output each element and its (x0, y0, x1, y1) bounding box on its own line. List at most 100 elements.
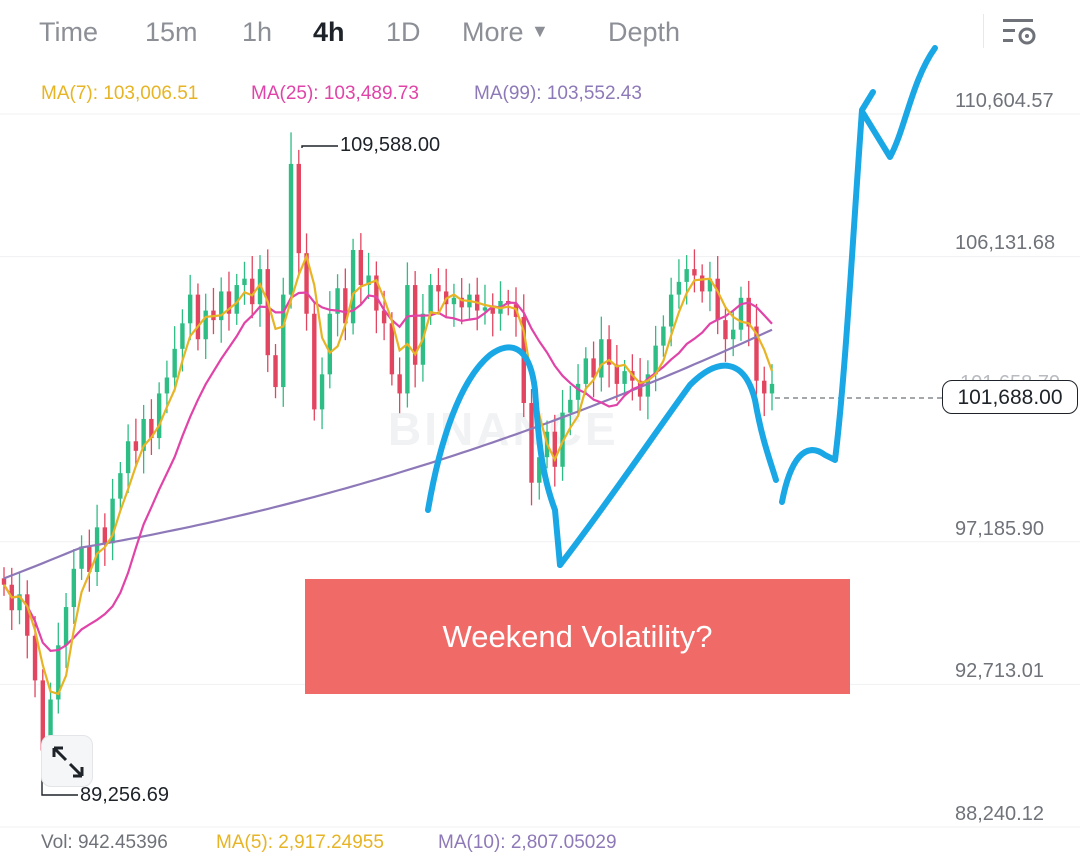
candle-body (599, 339, 604, 378)
candle-body (219, 291, 224, 321)
candle-body (645, 374, 651, 397)
candle-body (405, 285, 410, 394)
candle-body (335, 288, 340, 314)
candle-body (187, 294, 193, 324)
candle-body (304, 253, 309, 314)
candle-body (327, 313, 333, 375)
candle-body (40, 680, 45, 751)
candle-body (769, 383, 775, 394)
candle-body (87, 546, 92, 572)
candle-body (591, 358, 596, 378)
candle-body (707, 278, 713, 292)
candle-body (366, 275, 371, 286)
price-axis-label: 92,713.01 (955, 660, 1044, 682)
candle-body (381, 310, 387, 324)
chart-settings-icon[interactable] (1000, 16, 1040, 50)
candle-body (692, 269, 697, 276)
candle-body (459, 297, 464, 308)
candle-body (397, 374, 402, 394)
ma99-line (3, 328, 773, 580)
candle-body (71, 568, 77, 608)
candle-body (273, 355, 278, 388)
candle-body (149, 418, 154, 439)
candle-body (723, 320, 728, 340)
volume-ma5-label: MA(5): 2,917.24955 (216, 832, 384, 853)
candle-body (102, 527, 108, 544)
high-price-label: 109,588.00 (340, 134, 441, 156)
candle-body (552, 431, 557, 467)
hand-drawn-breakout-line (779, 45, 938, 505)
candle-body (606, 339, 612, 365)
candle-body (94, 527, 100, 572)
candle-body (676, 281, 682, 295)
candle-body (172, 348, 177, 378)
candle-body (374, 275, 379, 311)
candle-body (350, 249, 356, 324)
candle-body (281, 294, 286, 388)
candle-body (180, 323, 185, 349)
weekend-volatility-banner: Weekend Volatility? (305, 579, 850, 694)
tab-time[interactable]: Time (39, 17, 98, 47)
candle-body (699, 275, 705, 292)
candle-body (63, 607, 69, 646)
candle-body (25, 594, 30, 636)
candle-body (118, 473, 123, 499)
tab-1h[interactable]: 1h (242, 17, 273, 47)
candle-body (661, 326, 666, 346)
candle-body (358, 249, 364, 286)
candle-body (389, 323, 395, 375)
candle-body (560, 412, 565, 467)
candle-body (412, 285, 418, 365)
candle-body (226, 291, 232, 314)
expand-chart-button[interactable] (41, 735, 93, 787)
candle-body (265, 269, 270, 356)
candle-body (312, 313, 317, 410)
candle-body (715, 278, 720, 321)
candle-body (250, 278, 255, 305)
volume-label: Vol: 942.45396 (41, 832, 168, 853)
price-axis-label: 106,131.68 (955, 232, 1056, 254)
candle-body (614, 364, 620, 384)
candle-body (622, 371, 627, 384)
tab-15m[interactable]: 15m (145, 17, 198, 47)
candle-body (17, 594, 22, 611)
candle-body (156, 393, 162, 439)
candle-body (762, 380, 767, 394)
candle-body (288, 163, 294, 295)
ma7-legend: MA(7): 103,006.51 (41, 83, 199, 104)
candle-body (529, 403, 534, 483)
hand-drawn-arch-right (557, 362, 779, 568)
candle-body (48, 699, 53, 751)
candle-body (754, 326, 759, 381)
candle-body (110, 498, 115, 544)
tab-1d[interactable]: 1D (386, 17, 421, 47)
candle-body (133, 441, 139, 451)
candle-body (343, 288, 348, 324)
candle-body (653, 345, 658, 375)
tab-more-label: More (462, 17, 524, 47)
candle-body (436, 285, 441, 292)
tab-more[interactable]: More ▼ (462, 17, 549, 48)
tab-divider (983, 14, 984, 48)
candle-body (164, 377, 170, 394)
candle-body (746, 297, 751, 327)
candle-body (637, 380, 643, 397)
tab-4h[interactable]: 4h (313, 17, 345, 47)
candle-body (537, 457, 542, 483)
price-axis-label: 110,604.57 (955, 90, 1054, 112)
candle-body (583, 358, 589, 384)
candle-body (195, 294, 201, 340)
candle-body (684, 269, 689, 282)
caret-down-icon: ▼ (531, 21, 549, 41)
candle-body (1, 578, 7, 585)
tab-depth[interactable]: Depth (608, 17, 681, 47)
candle-body (451, 297, 457, 305)
candle-body (125, 441, 131, 474)
chart-grid (0, 113, 1080, 828)
timeframe-tabs: Time 15m 1h 4h 1D More ▼ Depth (0, 0, 1080, 70)
candle-body (668, 294, 674, 327)
price-axis-label: 88,240.12 (955, 803, 1044, 825)
volume-ma10-label: MA(10): 2,807.05029 (438, 832, 617, 853)
candle-body (568, 399, 573, 413)
